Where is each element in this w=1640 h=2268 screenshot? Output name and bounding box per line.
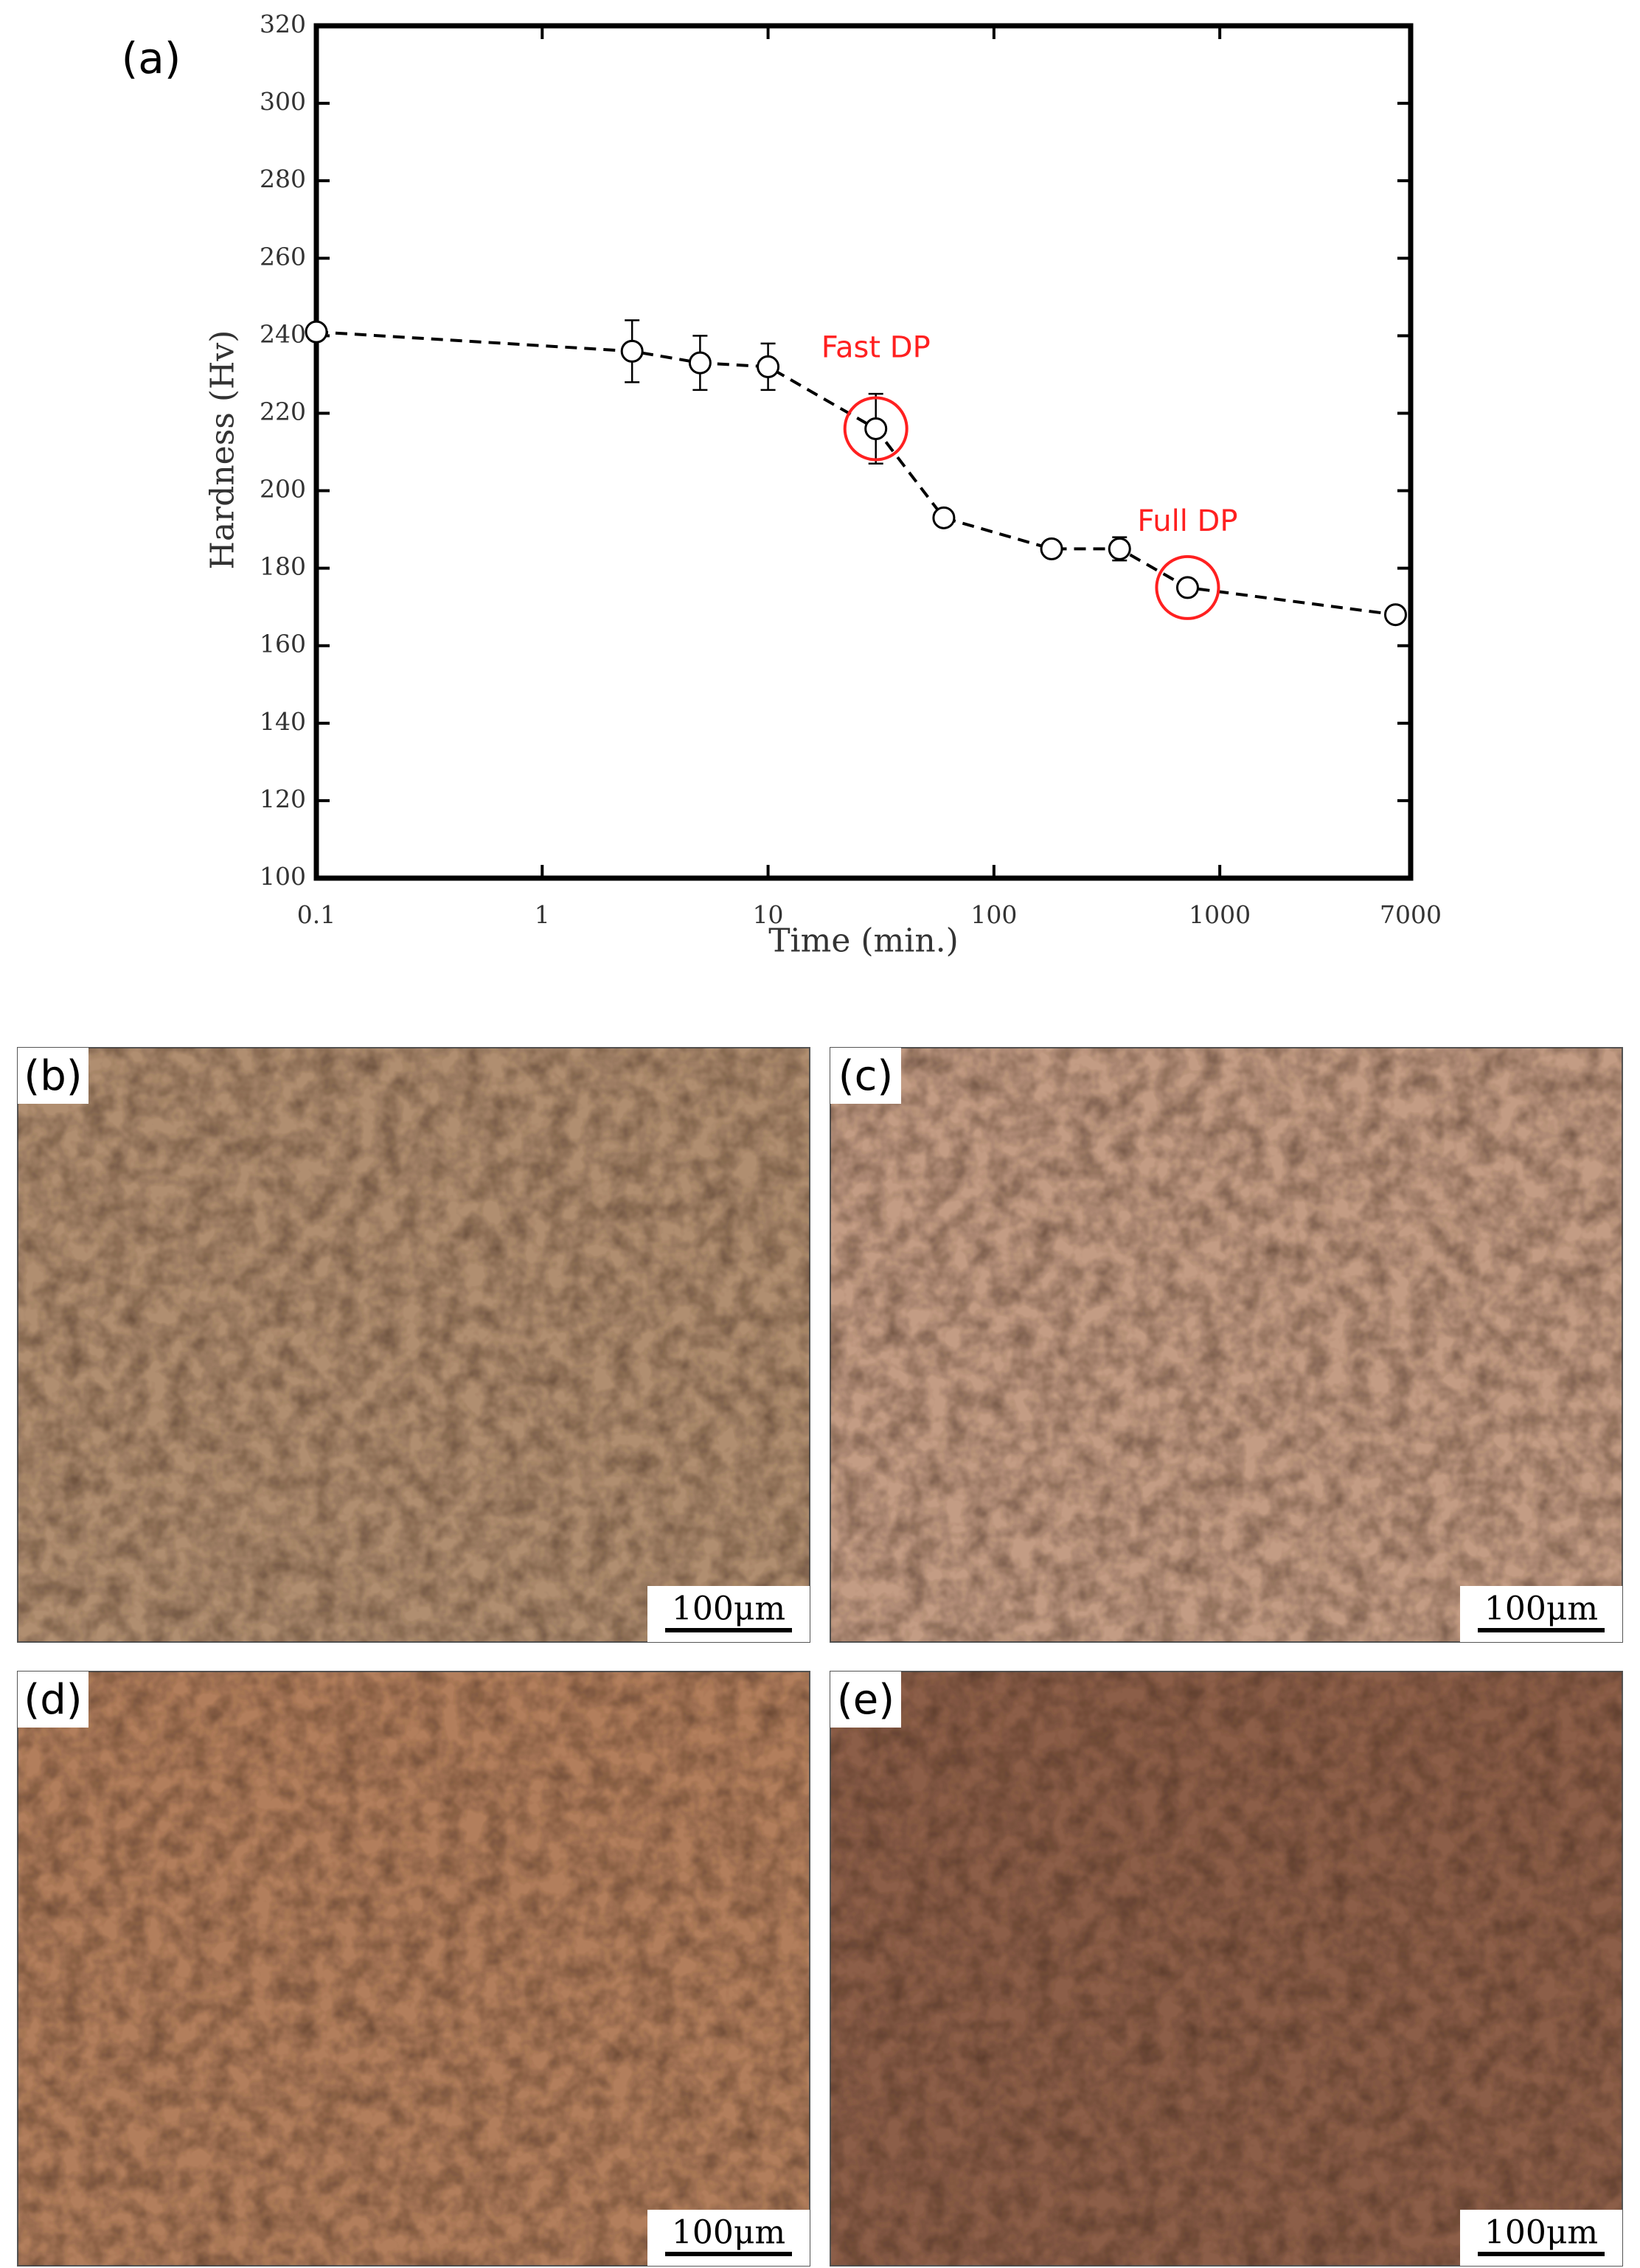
scale-box: [1460, 1586, 1622, 1642]
y-tick-label: 240: [260, 319, 306, 348]
x-tick-label: 1000: [1189, 900, 1251, 929]
y-tick-label: 220: [260, 397, 306, 425]
data-point: [688, 351, 712, 375]
annotation-circle: [1155, 554, 1220, 620]
scale-bar-label: 100μm: [1484, 1590, 1598, 1628]
micrograph-texture: [830, 1048, 1622, 1642]
micrograph: (d) 100μm: [17, 1671, 810, 2267]
x-axis-label: Time (min.): [768, 922, 959, 960]
data-point: [620, 339, 644, 363]
y-tick-label: 300: [260, 87, 306, 116]
x-tick-label: 0.1: [297, 900, 336, 929]
y-tick-label: 140: [260, 707, 306, 736]
data-point: [932, 506, 956, 529]
micrograph-texture: [18, 1672, 810, 2266]
label-box: [18, 1048, 88, 1104]
y-axis-label: Hardness (Hv): [204, 330, 242, 570]
y-tick-label: 160: [260, 630, 306, 658]
y-tick-label: 180: [260, 552, 306, 581]
plot-frame: [313, 23, 1414, 881]
micrograph: (c) 100μm: [830, 1047, 1623, 1643]
y-tick-label: 100: [260, 862, 306, 891]
annotation-circle: [843, 396, 908, 462]
micrograph: (b) 100μm: [17, 1047, 810, 1643]
micrograph-label: (d): [24, 1676, 82, 1724]
annotation: Fast DP: [821, 330, 931, 364]
x-tick-label: 10: [753, 900, 784, 929]
data-line: [316, 330, 1396, 616]
label-box: [830, 1672, 901, 1728]
label-box: [830, 1048, 901, 1104]
x-tick-label: 7000: [1380, 900, 1442, 929]
scale-box: [647, 1586, 810, 1642]
panel-label: (a): [122, 33, 181, 83]
label-box: [18, 1672, 88, 1728]
y-tick-label: 120: [260, 785, 306, 813]
micrograph: (e) 100μm: [830, 1671, 1623, 2267]
scale-bar-label: 100μm: [1484, 2214, 1598, 2252]
data-point: [1175, 576, 1199, 599]
micrograph-texture: [830, 1672, 1622, 2266]
data-point: [305, 320, 328, 344]
micrograph-label: (c): [838, 1052, 893, 1100]
x-tick-label: 1: [535, 900, 550, 929]
y-tick-label: 200: [260, 475, 306, 504]
x-tick-label: 100: [970, 900, 1017, 929]
y-tick-label: 260: [260, 242, 306, 271]
y-tick-label: 280: [260, 164, 306, 193]
data-point: [1040, 537, 1063, 560]
scale-box: [647, 2210, 810, 2266]
data-point: [1383, 603, 1407, 627]
micrograph-label: (e): [837, 1676, 894, 1724]
y-tick-label: 320: [260, 10, 306, 38]
data-point: [864, 417, 888, 440]
scale-bar-label: 100μm: [672, 2214, 785, 2252]
data-point: [757, 355, 780, 378]
micrograph-label: (b): [24, 1052, 82, 1100]
micrograph-texture: [18, 1048, 810, 1642]
scale-bar-label: 100μm: [672, 1590, 785, 1628]
annotation: Full DP: [1137, 504, 1237, 538]
data-point: [1108, 537, 1131, 560]
scale-box: [1460, 2210, 1622, 2266]
